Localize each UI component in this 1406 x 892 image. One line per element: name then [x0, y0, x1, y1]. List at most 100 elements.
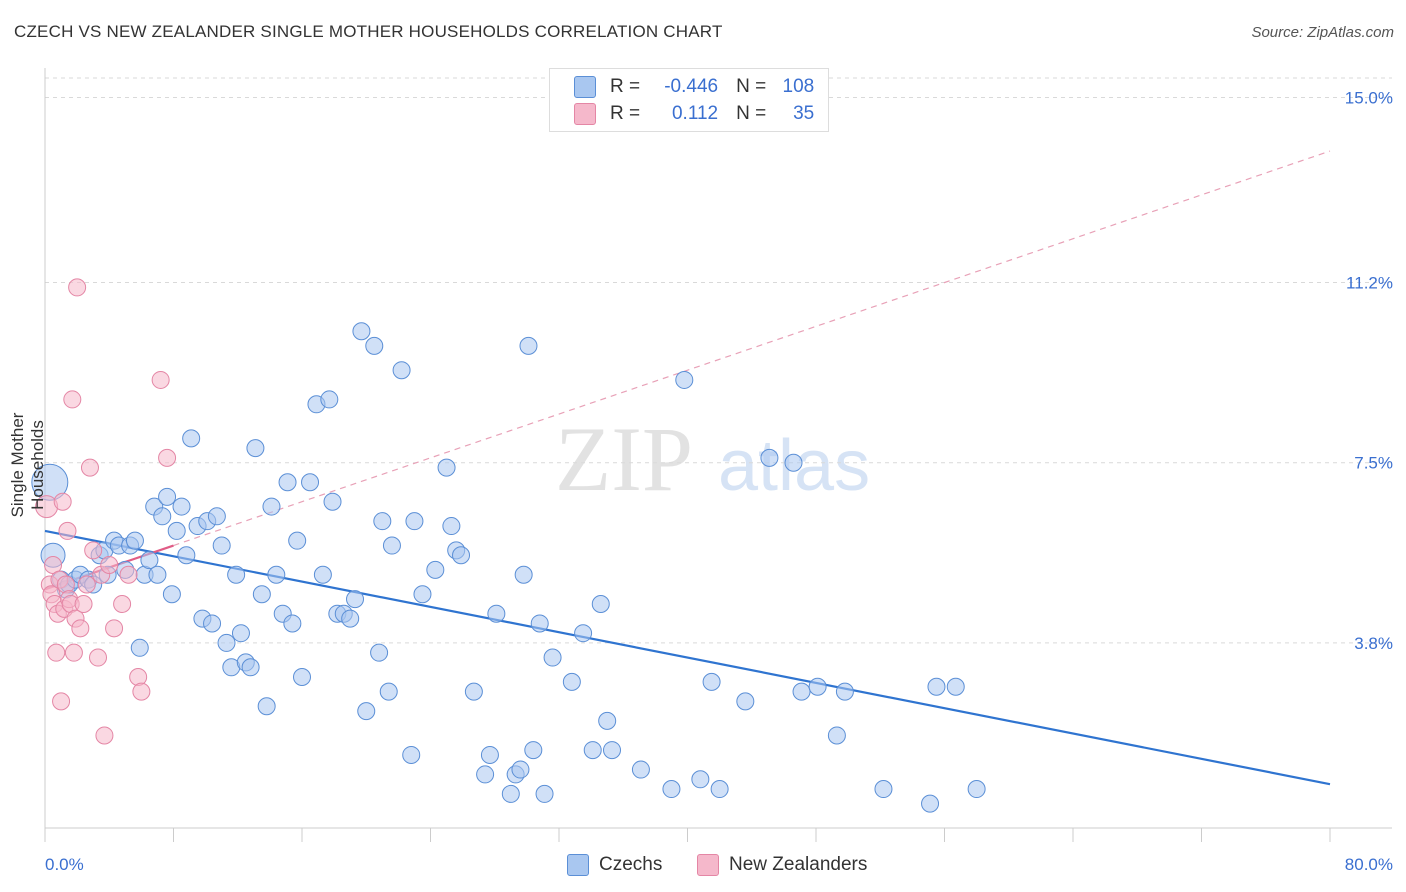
legend-row-czechs: R = -0.446 N = 108 [574, 74, 814, 100]
czech-point [288, 531, 307, 550]
czech-point [413, 585, 432, 604]
czech-point [382, 536, 401, 555]
czech-point [827, 726, 846, 745]
czech-point [323, 492, 342, 511]
czech-point [162, 585, 181, 604]
czech-point [476, 765, 495, 784]
czech-point [217, 633, 236, 652]
czech-point [574, 624, 593, 643]
czech-point [501, 784, 520, 803]
new-zealander-point [71, 619, 90, 638]
czech-point [921, 794, 940, 813]
new-zealander-point [63, 390, 82, 409]
czech-point [710, 780, 729, 799]
czech-point [252, 585, 271, 604]
watermark-zip: ZIP [555, 408, 693, 510]
new-zealander-point [74, 594, 93, 613]
czech-point [167, 521, 186, 540]
series-legend-czechs[interactable]: Czechs [567, 852, 662, 878]
czech-point [691, 770, 710, 789]
czech-point [702, 672, 721, 691]
czech-point [373, 512, 392, 531]
czech-point [480, 745, 499, 764]
new-zealander-point [105, 619, 124, 638]
legend-swatch-new-zealanders [697, 854, 719, 876]
legend-swatch-czechs [567, 854, 589, 876]
czech-point [437, 458, 456, 477]
czech-point [379, 682, 398, 701]
czech-point [511, 760, 530, 779]
new-zealander-point [84, 541, 103, 560]
czech-point [662, 780, 681, 799]
new-zealander-point [158, 448, 177, 467]
legend-label-czechs: Czechs [599, 854, 663, 875]
czech-point [177, 546, 196, 565]
czech-point [172, 497, 191, 516]
czech-point [519, 336, 538, 355]
tick-labels: 3.8% 7.5% 11.2% 15.0% 0.0% 80.0% [45, 88, 1393, 874]
czech-point [760, 448, 779, 467]
czech-point [125, 531, 144, 550]
czech-point [583, 741, 602, 760]
new-zealander-point [95, 726, 114, 745]
series-legend-new-zealanders[interactable]: New Zealanders [697, 852, 867, 878]
x-tick-label: 0.0% [45, 855, 84, 874]
czech-point [464, 682, 483, 701]
czech-point [784, 453, 803, 472]
czech-point [365, 336, 384, 355]
source-label: Source: ZipAtlas.com [1251, 24, 1394, 41]
legend-r-label: R = [610, 103, 641, 124]
new-zealander-point [129, 668, 148, 687]
czech-point [967, 780, 986, 799]
czech-point [514, 565, 533, 584]
new-zealander-point [68, 278, 87, 297]
czech-point [293, 668, 311, 687]
new-zealander-point [52, 692, 71, 711]
czech-point [535, 784, 554, 803]
new-zealander-point [151, 370, 170, 389]
new-zealander-point [89, 648, 108, 667]
czech-point [278, 473, 297, 492]
czech-point [392, 361, 411, 380]
new-zealander-point [113, 594, 132, 613]
czech-point [675, 370, 694, 389]
y-tick-label: 11.2% [1346, 274, 1393, 293]
chart-title: CZECH VS NEW ZEALANDER SINGLE MOTHER HOU… [14, 22, 723, 41]
czech-point [341, 609, 360, 628]
legend-row-new-zealanders: R = 0.112 N = 35 [574, 101, 814, 127]
czech-point [370, 643, 389, 662]
czech-point [320, 390, 339, 409]
legend-n-value: 108 [782, 76, 815, 97]
x-tick-label: 80.0% [1345, 855, 1393, 874]
czech-point [130, 638, 149, 657]
czech-trend-line [44, 529, 1331, 786]
czech-point [231, 624, 250, 643]
legend-r-value: 0.112 [671, 103, 719, 124]
y-tick-label: 3.8% [1354, 634, 1393, 653]
legend-r-label: R = [610, 76, 641, 97]
czech-point [452, 546, 471, 565]
czech-point [283, 614, 302, 633]
czech-point [402, 745, 421, 764]
czech-point [543, 648, 562, 667]
czech-point [346, 590, 365, 609]
czech-point [257, 697, 276, 716]
czech-point [631, 760, 650, 779]
czech-point [148, 565, 167, 584]
czech-point [182, 429, 201, 448]
czech-point [808, 677, 827, 696]
czech-point [946, 677, 965, 696]
czech-point [246, 439, 265, 458]
czech-point [301, 473, 320, 492]
czech-point [227, 565, 246, 584]
new-zealander-point [100, 556, 119, 575]
czech-point [603, 741, 622, 760]
legend-n-label: N = [736, 76, 767, 97]
scatter-points [31, 278, 986, 813]
czech-point [153, 507, 172, 526]
czech-point [313, 565, 332, 584]
czech-point [241, 658, 260, 677]
new-zealander-point [80, 458, 99, 477]
watermark: ZIP atlas [555, 408, 870, 510]
